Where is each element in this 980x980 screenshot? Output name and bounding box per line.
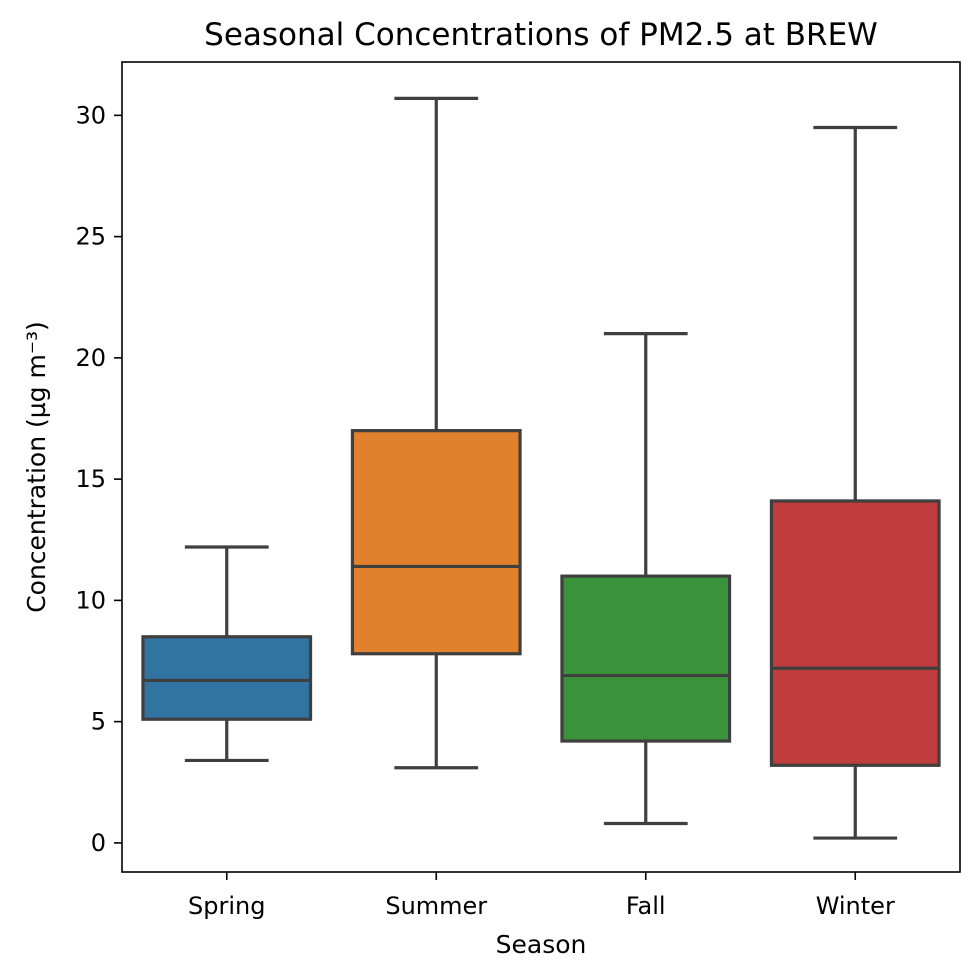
x-tick-label: Summer — [385, 892, 487, 920]
box-summer — [350, 429, 522, 656]
box-spring — [141, 635, 313, 721]
plot-frame — [121, 61, 961, 873]
plot-area — [141, 96, 941, 840]
y-tick-label: 20 — [75, 344, 106, 372]
y-axis-ticks: 0 5 10 15 20 25 30 — [75, 101, 122, 857]
box-winter — [769, 499, 941, 767]
y-tick-label: 0 — [91, 829, 106, 857]
y-tick-label: 30 — [75, 101, 106, 129]
x-tick-label: Spring — [188, 892, 265, 920]
chart-title: Seasonal Concentrations of PM2.5 at BREW — [204, 17, 878, 53]
y-tick-label: 15 — [75, 465, 106, 493]
x-tick-label: Fall — [626, 892, 666, 920]
box-fall — [560, 574, 732, 743]
y-axis-label: Concentration (µg m⁻³) — [22, 321, 51, 613]
x-axis-label: Season — [496, 930, 587, 959]
x-axis-ticks: Spring Summer Fall Winter — [188, 872, 895, 920]
x-tick-label: Winter — [816, 892, 895, 920]
y-tick-label: 5 — [91, 708, 106, 736]
y-tick-label: 25 — [75, 223, 106, 251]
y-tick-label: 10 — [75, 586, 106, 614]
